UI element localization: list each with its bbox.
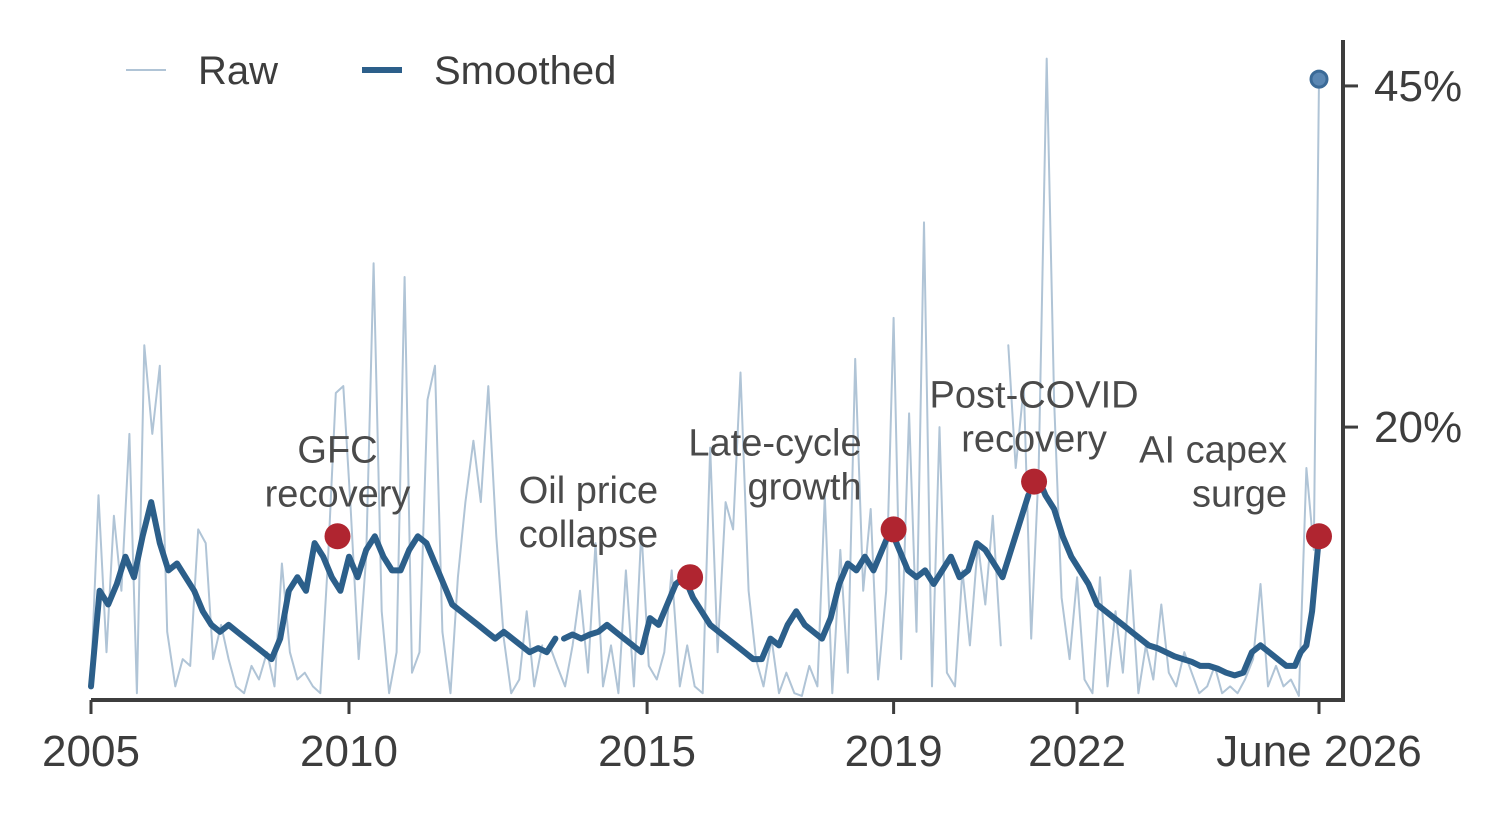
x-tick-label-4: 2022 [1028,727,1126,776]
x-tick-label-1: 2010 [300,727,398,776]
annotation-label-3: Post-COVID recovery [930,375,1139,461]
annotation-label-0: GFC recovery [265,429,411,515]
highlight-marker-2 [880,516,907,543]
x-tick-label-3: 2019 [845,727,943,776]
y-tick-label-1: 45% [1374,62,1462,111]
annotations: GFC recovery Oil price collapse Late-cycle gr… [265,375,1332,591]
axes: 2005 2010 2015 2019 2022 June 2026 20% 45% [42,40,1462,776]
raw-line-segment-0 [90,262,544,695]
raw-line-segment-2 [1007,57,1320,697]
legend-label-smoothed: Smoothed [434,49,616,93]
annotation-label-1: Oil price collapse [519,470,658,556]
highlight-marker-1 [677,564,704,591]
legend-label-raw: Raw [198,49,278,93]
highlight-marker-0 [324,523,351,550]
annotation-label-2: Late-cycle growth [688,422,861,508]
highlight-marker-4 [1306,523,1332,550]
raw-endpoint-marker [1309,69,1329,89]
highlight-marker-3 [1021,468,1048,495]
raw-series [90,57,1320,697]
y-tick-label-0: 20% [1374,403,1462,452]
x-tick-label-5: June 2026 [1216,727,1422,776]
annotation-label-4: AI capex surge [1139,429,1287,515]
smoothed-line-segment-4 [561,492,1032,663]
raw-line-segment-1 [548,221,1002,697]
smoothed-line-segment-3 [88,499,559,690]
legend: Raw Smoothed [126,49,616,93]
smoothed-series [88,69,1329,690]
x-tick-label-0: 2005 [42,727,140,776]
smoothed-line-segment-5 [1033,471,1322,679]
x-tick-label-2: 2015 [598,727,696,776]
